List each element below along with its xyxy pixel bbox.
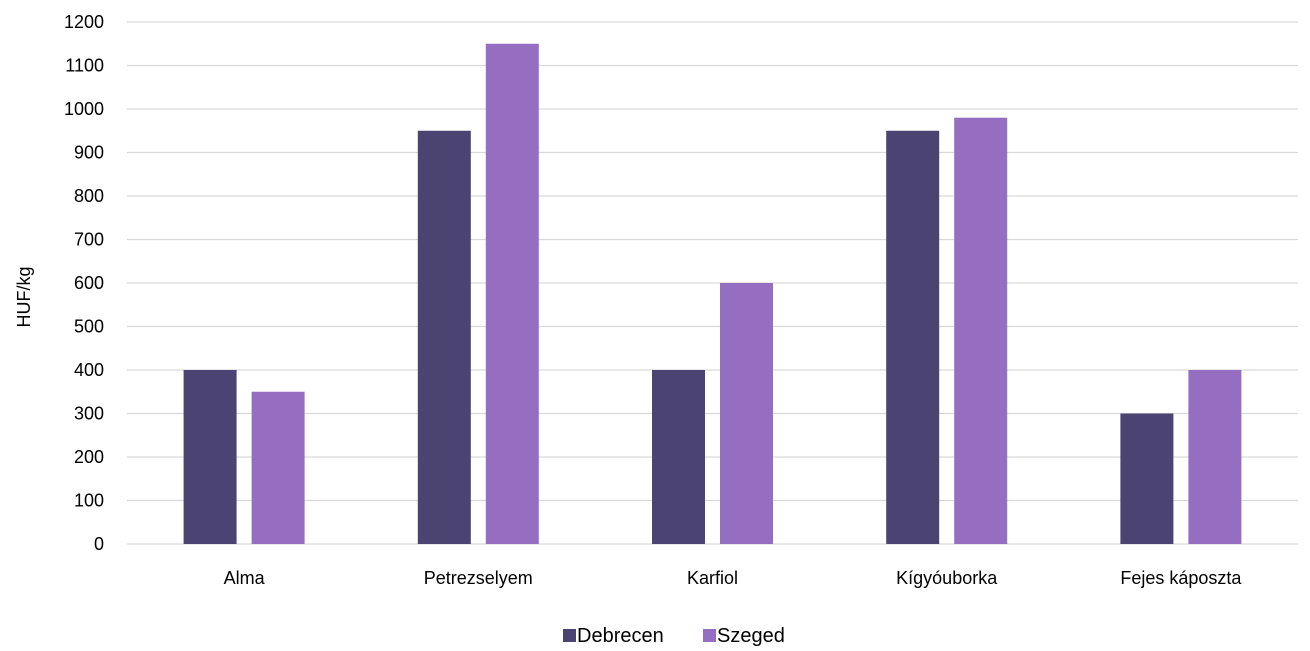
bar-debrecen-0 — [183, 370, 237, 544]
y-tick-label: 100 — [74, 491, 104, 511]
y-tick-label: 1000 — [64, 99, 104, 119]
x-tick-label: Petrezselyem — [424, 568, 533, 588]
legend: Debrecen Szeged — [563, 625, 785, 647]
y-tick-label: 200 — [74, 447, 104, 467]
y-tick-label: 0 — [94, 534, 104, 554]
x-tick-label: Fejes káposzta — [1120, 568, 1242, 588]
bar-debrecen-3 — [886, 130, 940, 544]
bar-debrecen-4 — [1120, 413, 1174, 544]
x-axis-tick-labels: Alma Petrezselyem Karfiol Kígyóuborka Fejes … — [224, 568, 1243, 588]
bar-szeged-3 — [954, 117, 1008, 544]
bar-debrecen-1 — [417, 130, 471, 544]
y-tick-label: 600 — [74, 273, 104, 293]
legend-label-debrecen: Debrecen — [577, 625, 664, 647]
bar-szeged-2 — [720, 283, 773, 544]
y-tick-label: 1200 — [64, 12, 104, 32]
bar-szeged-1 — [485, 43, 539, 544]
y-axis-title: HUF/kg — [14, 266, 34, 327]
y-tick-label: 500 — [74, 317, 104, 337]
legend-swatch-szeged — [703, 629, 716, 642]
gridlines — [127, 21, 1298, 545]
y-tick-label: 400 — [74, 360, 104, 380]
legend-label-szeged: Szeged — [717, 625, 785, 647]
x-tick-label: Karfiol — [687, 568, 738, 588]
y-tick-label: 700 — [74, 230, 104, 250]
bar-szeged-4 — [1188, 370, 1242, 544]
bars — [183, 43, 1242, 544]
legend-swatch-debrecen — [563, 629, 576, 642]
y-tick-label: 900 — [74, 143, 104, 163]
y-tick-label: 1100 — [65, 56, 104, 76]
x-tick-label: Kígyóuborka — [896, 568, 998, 588]
y-tick-label: 800 — [74, 186, 104, 206]
y-axis-tick-labels: 0 100 200 300 400 500 600 700 800 900 1000 1100 1200 — [64, 12, 104, 554]
bar-szeged-0 — [251, 391, 305, 544]
y-tick-label: 300 — [74, 404, 104, 424]
x-tick-label: Alma — [224, 568, 266, 588]
bar-debrecen-2 — [652, 370, 705, 544]
